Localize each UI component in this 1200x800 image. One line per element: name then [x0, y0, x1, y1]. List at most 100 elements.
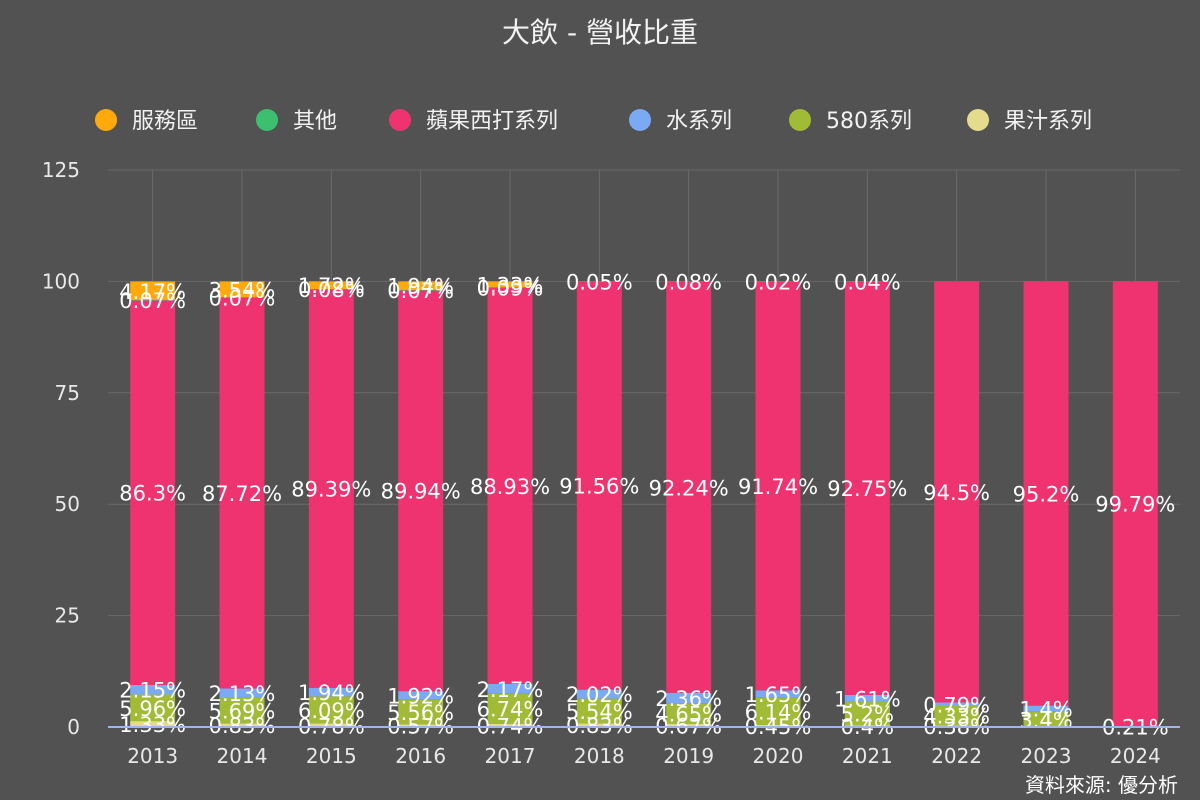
- data-label: 1.94%: [298, 681, 365, 705]
- data-label: 0.02%: [745, 270, 812, 294]
- bar-segment: [308, 723, 354, 727]
- bar-segment: [219, 281, 265, 298]
- legend-marker: [95, 109, 117, 131]
- x-tick-label: 2023: [1021, 744, 1072, 768]
- data-label: 3.4%: [1019, 708, 1072, 732]
- x-tick-label: 2018: [574, 744, 625, 768]
- data-label: 2.13%: [209, 682, 276, 706]
- data-label: 5.54%: [566, 700, 633, 724]
- legend-label: 果汁系列: [1004, 109, 1092, 134]
- data-label: 95.2%: [1013, 483, 1080, 507]
- bar-segment: [130, 694, 176, 722]
- bar-segment: [1023, 711, 1069, 727]
- data-label: 0.09%: [477, 277, 544, 301]
- bar-segment: [576, 281, 622, 282]
- data-label: 86.3%: [119, 482, 186, 506]
- legend-marker: [256, 109, 278, 131]
- bar-segment: [576, 281, 622, 690]
- bar-segment: [1023, 281, 1069, 706]
- bar-segment: [308, 696, 354, 724]
- data-label: 1.4%: [1019, 698, 1072, 722]
- data-label: 2.02%: [566, 683, 633, 707]
- bar-segment: [308, 289, 354, 290]
- data-label: 0.08%: [298, 278, 365, 302]
- y-tick-label: 125: [42, 158, 80, 182]
- data-label: 91.74%: [738, 475, 818, 499]
- legend-item[interactable]: 其他: [256, 109, 337, 134]
- legend-marker: [389, 109, 411, 131]
- legend-item[interactable]: 蘋果西打系列: [389, 109, 558, 134]
- bar-segment: [308, 281, 354, 290]
- x-tick-label: 2014: [217, 744, 268, 768]
- bar-segment: [755, 281, 801, 691]
- bar-segment: [487, 287, 533, 288]
- data-label: 6.74%: [477, 698, 544, 722]
- bar-segment: [666, 281, 712, 693]
- bar-segment: [130, 281, 176, 301]
- legend-label: 水系列: [666, 109, 732, 134]
- bar-segment: [666, 703, 712, 725]
- data-label: 0.07%: [209, 286, 276, 310]
- bar-segment: [576, 723, 622, 727]
- data-label: 2.36%: [655, 687, 722, 711]
- legend-label: 580系列: [826, 109, 912, 134]
- bar-segment: [398, 691, 444, 700]
- bar-segment: [487, 683, 533, 694]
- data-label: 0.79%: [923, 693, 990, 717]
- data-label: 87.72%: [202, 482, 282, 506]
- data-label: 89.39%: [291, 478, 371, 502]
- data-label: 4.33%: [923, 705, 990, 729]
- data-label: 94.5%: [923, 481, 990, 505]
- data-label: 6.09%: [298, 699, 365, 723]
- bar-segment: [666, 281, 712, 282]
- data-label: 1.72%: [298, 274, 365, 298]
- data-label: 89.94%: [381, 480, 461, 504]
- bar-segment: [934, 281, 980, 703]
- bar-segment: [219, 688, 265, 698]
- legend-label: 服務區: [132, 109, 198, 134]
- legend-item[interactable]: 水系列: [629, 109, 732, 134]
- bar-segment: [755, 724, 801, 727]
- y-tick-label: 25: [55, 604, 80, 628]
- legend-marker: [789, 109, 811, 131]
- y-tick-label: 75: [55, 381, 80, 405]
- bar-segment: [398, 724, 444, 727]
- data-label: 5.69%: [209, 700, 276, 724]
- bar-segment: [666, 692, 712, 704]
- bar-segment: [755, 690, 801, 698]
- bar-segment: [844, 281, 890, 695]
- legend-item[interactable]: 服務區: [95, 109, 198, 134]
- data-label: 5.56%: [387, 701, 454, 725]
- data-label: 1.65%: [745, 683, 812, 707]
- y-tick-label: 100: [42, 269, 80, 293]
- data-label: 92.24%: [649, 476, 729, 500]
- bar-segment: [844, 702, 890, 726]
- y-tick-label: 0: [67, 715, 80, 739]
- x-tick-label: 2021: [842, 744, 893, 768]
- x-tick-label: 2017: [485, 744, 536, 768]
- bar-segment: [755, 697, 801, 725]
- data-label: 1.92%: [387, 684, 454, 708]
- bar-segment: [219, 297, 265, 298]
- data-label: 0.08%: [655, 271, 722, 295]
- bar-segment: [755, 281, 801, 282]
- x-tick-label: 2016: [395, 744, 446, 768]
- data-label: 0.05%: [566, 271, 633, 295]
- bar-segment: [398, 290, 444, 692]
- chart-title: 大飲 - 營收比重: [502, 16, 698, 49]
- data-label: 2.17%: [477, 678, 544, 702]
- legend-item[interactable]: 580系列: [789, 109, 912, 134]
- data-label: 5.2%: [841, 703, 894, 727]
- bar-segment: [576, 698, 622, 724]
- legend-item[interactable]: 果汁系列: [967, 109, 1092, 134]
- data-label: 0.07%: [119, 289, 186, 313]
- data-label: 1.33%: [477, 273, 544, 297]
- data-label: 3.54%: [209, 278, 276, 302]
- bar-segment: [1112, 281, 1158, 727]
- data-label: 91.56%: [559, 475, 639, 499]
- bar-segment: [1023, 705, 1069, 712]
- data-label: 0.07%: [387, 279, 454, 303]
- bars: [130, 281, 1158, 727]
